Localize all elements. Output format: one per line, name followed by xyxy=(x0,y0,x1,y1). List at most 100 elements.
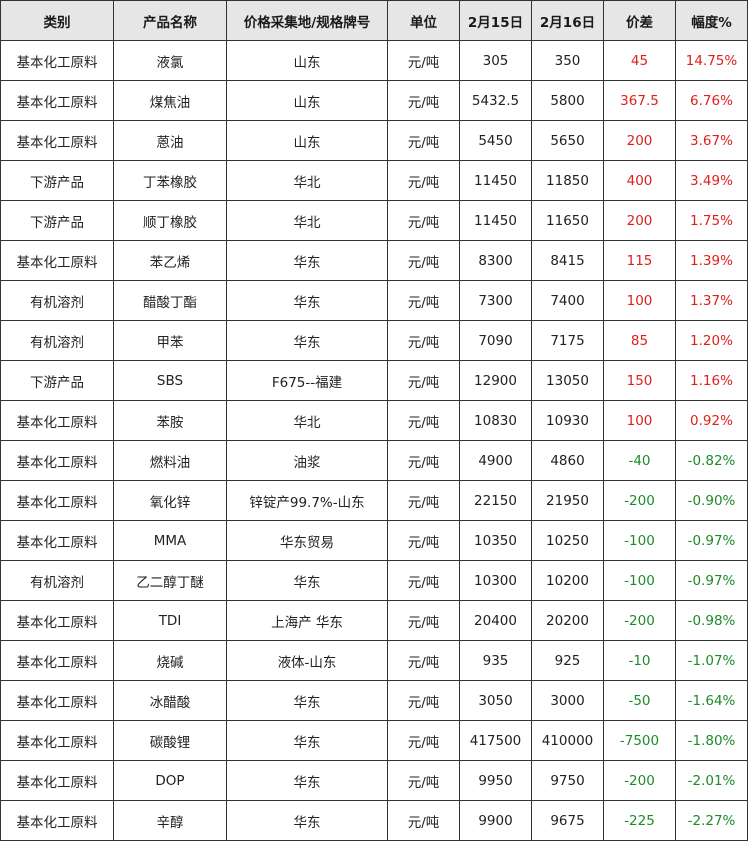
cell-feb16: 21950 xyxy=(531,480,604,521)
cell-feb15: 305 xyxy=(459,40,532,81)
cell-location: 山东 xyxy=(226,120,388,161)
cell-product: 燃料油 xyxy=(113,440,227,481)
cell-category: 基本化工原料 xyxy=(0,800,114,841)
cell-pct: -1.07% xyxy=(675,640,748,681)
cell-category: 基本化工原料 xyxy=(0,440,114,481)
table-row: 下游产品 SBS F675--福建 元/吨 12900 13050 150 1.16% xyxy=(0,360,748,401)
cell-location: 华北 xyxy=(226,160,388,201)
cell-pct: 1.75% xyxy=(675,200,748,241)
table-row: 基本化工原料 氧化锌 锌锭产99.7%-山东 元/吨 22150 21950 -200 -0.… xyxy=(0,480,748,521)
table-row: 下游产品 丁苯橡胶 华北 元/吨 11450 11850 400 3.49% xyxy=(0,160,748,201)
cell-product: 甲苯 xyxy=(113,320,227,361)
cell-product: SBS xyxy=(113,360,227,401)
cell-location: 华北 xyxy=(226,200,388,241)
cell-feb15: 12900 xyxy=(459,360,532,401)
cell-pct: -1.64% xyxy=(675,680,748,721)
table-row: 基本化工原料 冰醋酸 华东 元/吨 3050 3000 -50 -1.64% xyxy=(0,680,748,721)
cell-feb16: 20200 xyxy=(531,600,604,641)
cell-category: 有机溶剂 xyxy=(0,280,114,321)
cell-feb15: 22150 xyxy=(459,480,532,521)
cell-product: 醋酸丁酯 xyxy=(113,280,227,321)
cell-feb15: 9900 xyxy=(459,800,532,841)
cell-pct: -1.80% xyxy=(675,720,748,761)
cell-diff: 367.5 xyxy=(603,80,676,121)
cell-unit: 元/吨 xyxy=(387,640,460,681)
cell-location: 山东 xyxy=(226,80,388,121)
cell-unit: 元/吨 xyxy=(387,360,460,401)
cell-feb15: 7300 xyxy=(459,280,532,321)
cell-unit: 元/吨 xyxy=(387,80,460,121)
cell-category: 基本化工原料 xyxy=(0,120,114,161)
cell-feb15: 10830 xyxy=(459,400,532,441)
cell-diff: -100 xyxy=(603,560,676,601)
cell-category: 基本化工原料 xyxy=(0,640,114,681)
cell-location: 华东 xyxy=(226,280,388,321)
cell-feb16: 5800 xyxy=(531,80,604,121)
cell-product: 碳酸锂 xyxy=(113,720,227,761)
cell-feb15: 5450 xyxy=(459,120,532,161)
cell-feb16: 10200 xyxy=(531,560,604,601)
cell-diff: 115 xyxy=(603,240,676,281)
cell-diff: -200 xyxy=(603,600,676,641)
cell-location: F675--福建 xyxy=(226,360,388,401)
cell-diff: 400 xyxy=(603,160,676,201)
table-row: 有机溶剂 醋酸丁酯 华东 元/吨 7300 7400 100 1.37% xyxy=(0,280,748,321)
cell-product: MMA xyxy=(113,520,227,561)
cell-product: 冰醋酸 xyxy=(113,680,227,721)
cell-unit: 元/吨 xyxy=(387,400,460,441)
cell-feb16: 5650 xyxy=(531,120,604,161)
cell-feb16: 410000 xyxy=(531,720,604,761)
cell-category: 下游产品 xyxy=(0,200,114,241)
column-header-category: 类别 xyxy=(0,0,114,41)
cell-feb15: 5432.5 xyxy=(459,80,532,121)
cell-location: 华东 xyxy=(226,560,388,601)
cell-feb15: 417500 xyxy=(459,720,532,761)
cell-feb16: 4860 xyxy=(531,440,604,481)
table-row: 基本化工原料 苯乙烯 华东 元/吨 8300 8415 115 1.39% xyxy=(0,240,748,281)
cell-diff: -50 xyxy=(603,680,676,721)
cell-unit: 元/吨 xyxy=(387,760,460,801)
cell-category: 基本化工原料 xyxy=(0,720,114,761)
cell-product: 丁苯橡胶 xyxy=(113,160,227,201)
cell-pct: -0.90% xyxy=(675,480,748,521)
cell-diff: 85 xyxy=(603,320,676,361)
cell-unit: 元/吨 xyxy=(387,280,460,321)
cell-location: 华东 xyxy=(226,720,388,761)
cell-unit: 元/吨 xyxy=(387,680,460,721)
cell-location: 锌锭产99.7%-山东 xyxy=(226,480,388,521)
cell-product: 乙二醇丁醚 xyxy=(113,560,227,601)
cell-feb15: 4900 xyxy=(459,440,532,481)
table-row: 基本化工原料 辛醇 华东 元/吨 9900 9675 -225 -2.27% xyxy=(0,800,748,841)
column-header-pct: 幅度% xyxy=(675,0,748,41)
table-row: 基本化工原料 TDI 上海产 华东 元/吨 20400 20200 -200 -0.98% xyxy=(0,600,748,641)
cell-feb16: 10930 xyxy=(531,400,604,441)
cell-unit: 元/吨 xyxy=(387,440,460,481)
cell-unit: 元/吨 xyxy=(387,600,460,641)
cell-diff: -200 xyxy=(603,760,676,801)
cell-diff: -100 xyxy=(603,520,676,561)
cell-pct: 14.75% xyxy=(675,40,748,81)
table-row: 基本化工原料 烧碱 液体-山东 元/吨 935 925 -10 -1.07% xyxy=(0,640,748,681)
table-row: 有机溶剂 乙二醇丁醚 华东 元/吨 10300 10200 -100 -0.97% xyxy=(0,560,748,601)
cell-diff: -225 xyxy=(603,800,676,841)
cell-unit: 元/吨 xyxy=(387,120,460,161)
cell-pct: -0.97% xyxy=(675,520,748,561)
cell-feb15: 10300 xyxy=(459,560,532,601)
cell-pct: 6.76% xyxy=(675,80,748,121)
cell-location: 华东贸易 xyxy=(226,520,388,561)
cell-feb15: 10350 xyxy=(459,520,532,561)
cell-feb16: 9675 xyxy=(531,800,604,841)
cell-pct: -0.98% xyxy=(675,600,748,641)
column-header-diff: 价差 xyxy=(603,0,676,41)
cell-category: 有机溶剂 xyxy=(0,560,114,601)
cell-diff: 100 xyxy=(603,280,676,321)
cell-feb15: 7090 xyxy=(459,320,532,361)
cell-pct: 3.49% xyxy=(675,160,748,201)
cell-product: TDI xyxy=(113,600,227,641)
cell-category: 基本化工原料 xyxy=(0,240,114,281)
cell-location: 上海产 华东 xyxy=(226,600,388,641)
cell-location: 华东 xyxy=(226,680,388,721)
cell-feb15: 3050 xyxy=(459,680,532,721)
table-row: 基本化工原料 DOP 华东 元/吨 9950 9750 -200 -2.01% xyxy=(0,760,748,801)
